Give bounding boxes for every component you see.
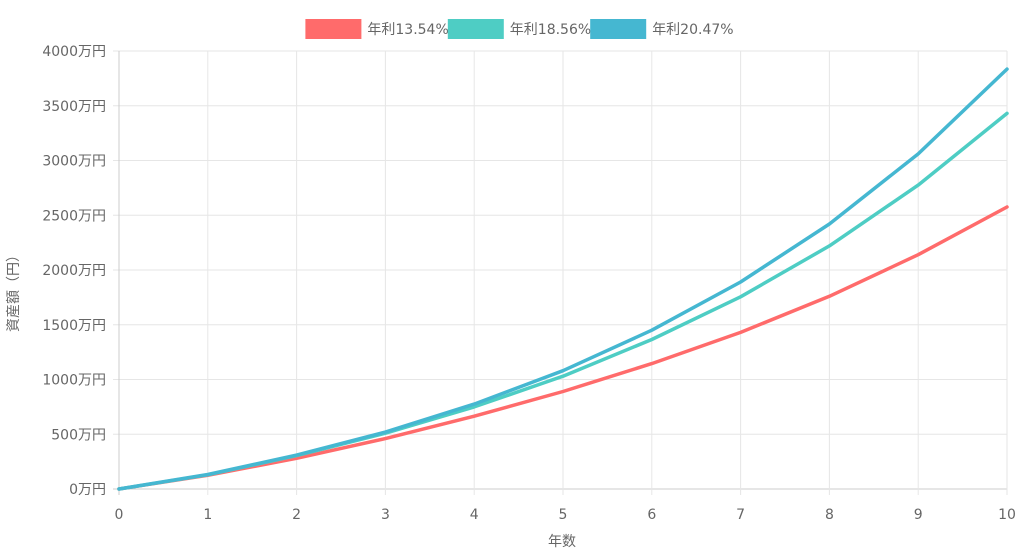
legend-swatch — [590, 19, 647, 39]
x-tick-label: 10 — [998, 507, 1016, 523]
x-tick-label: 7 — [736, 507, 745, 523]
series-lines — [117, 67, 1009, 491]
legend: 年利13.54% 年利18.56% 年利20.47% — [305, 19, 734, 39]
x-tick-label: 6 — [647, 507, 656, 523]
legend-label: 年利13.54% — [367, 22, 448, 38]
x-tick-label: 1 — [203, 507, 212, 523]
legend-item-3: 年利20.47% — [590, 19, 734, 39]
y-tick-label: 2500万円 — [42, 208, 106, 224]
x-tick-label: 2 — [292, 507, 301, 523]
legend-label: 年利20.47% — [652, 22, 733, 38]
legend-item-1: 年利13.54% — [305, 19, 449, 39]
axes: 0万円500万円1000万円1500万円2000万円2500万円3000万円35… — [42, 44, 1016, 523]
x-tick-label: 9 — [914, 507, 923, 523]
legend-item-2: 年利18.56% — [447, 19, 591, 39]
y-tick-label: 0万円 — [69, 482, 106, 498]
series-line-1 — [117, 205, 1009, 491]
x-tick-label: 4 — [470, 507, 479, 523]
y-tick-label: 2000万円 — [42, 263, 106, 279]
y-tick-label: 4000万円 — [42, 44, 106, 60]
y-tick-label: 3000万円 — [42, 154, 106, 170]
series-line-3 — [117, 67, 1009, 491]
x-tick-label: 0 — [115, 507, 124, 523]
legend-swatch — [447, 19, 504, 39]
y-tick-label: 1500万円 — [42, 318, 106, 334]
y-tick-label: 500万円 — [51, 427, 106, 443]
y-tick-label: 1000万円 — [42, 373, 106, 389]
legend-label: 年利18.56% — [510, 22, 591, 38]
legend-swatch — [305, 19, 362, 39]
x-tick-label: 8 — [825, 507, 834, 523]
grid — [113, 50, 1008, 495]
x-axis-label: 年数 — [548, 534, 576, 550]
y-axis-label: 資産額（円） — [6, 248, 22, 332]
x-tick-label: 5 — [559, 507, 568, 523]
y-tick-label: 3500万円 — [42, 99, 106, 115]
x-tick-label: 3 — [381, 507, 390, 523]
